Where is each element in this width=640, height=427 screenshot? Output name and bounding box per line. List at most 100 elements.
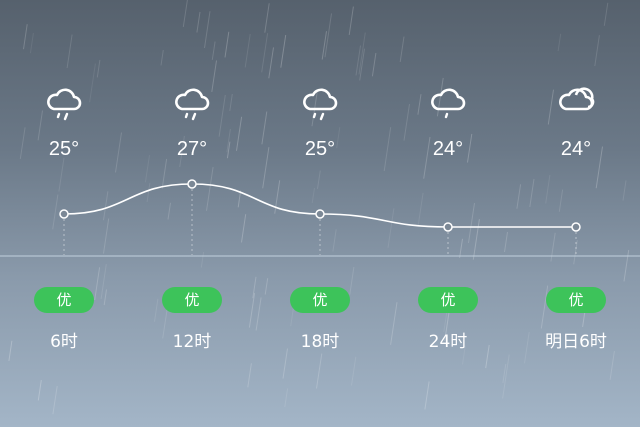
aqi-badge: 优: [546, 287, 606, 313]
rain-streak: [103, 191, 109, 221]
rain-streak: [573, 240, 578, 265]
rain-streak: [247, 363, 252, 388]
rain-streak: [558, 189, 564, 212]
cloudy-icon: [559, 87, 595, 111]
time-label: 6时: [50, 332, 78, 352]
rain-streak: [594, 35, 600, 67]
rain-streak: [444, 310, 450, 342]
time-label: 明日6时: [545, 332, 607, 352]
time-label: 12时: [172, 332, 212, 352]
rain-streak: [206, 167, 214, 211]
rain-streak: [290, 308, 294, 327]
rain-streak: [609, 351, 615, 380]
rain-streak: [252, 276, 257, 299]
rain-streak: [390, 302, 398, 345]
rain-streak: [264, 3, 270, 33]
rain-streak: [244, 34, 251, 68]
rain-streak: [229, 93, 233, 111]
forecast-column: 27° 优 12时: [128, 0, 256, 380]
aqi-badge: 优: [162, 287, 222, 313]
rain-streak: [424, 381, 430, 410]
rain-streak: [351, 356, 357, 386]
rain-streak: [332, 229, 337, 252]
rain-streak: [623, 249, 630, 282]
rain-streak: [224, 31, 230, 58]
rain-streak: [100, 264, 107, 299]
temperature: 27°: [176, 138, 208, 160]
rain-streak: [324, 13, 332, 58]
rain-streak: [595, 146, 603, 189]
rain-streak: [262, 147, 270, 189]
rain-streak: [371, 52, 377, 77]
rain-streak: [237, 190, 242, 208]
rain-streak: [248, 293, 256, 328]
rain-streak: [94, 267, 101, 301]
rain-streak: [349, 266, 355, 295]
rain-streak: [284, 388, 289, 408]
rain-streak: [502, 364, 507, 383]
rain-streak: [261, 111, 268, 145]
rain-streak: [160, 49, 164, 66]
rain-streak: [52, 385, 58, 415]
rain-streak: [550, 232, 556, 262]
rain-streak: [524, 332, 530, 364]
rain-streak: [182, 0, 188, 27]
drizzle-icon: [431, 88, 466, 119]
rain-streak: [399, 36, 405, 62]
rain-streak: [103, 218, 110, 254]
rain-streak: [359, 48, 365, 81]
forecast-column: 25° 优 18时: [256, 0, 384, 380]
temperature-point: [571, 222, 581, 232]
temperature: 25°: [304, 138, 336, 160]
rain-streak: [154, 298, 159, 322]
rain-streak: [603, 2, 609, 26]
rain-streak: [504, 231, 508, 253]
rain-streak: [383, 127, 392, 172]
rain-streak: [348, 6, 354, 35]
rain-streak: [423, 136, 431, 179]
rain-streak: [8, 340, 13, 361]
rain-streak: [200, 251, 205, 268]
divider: [0, 255, 640, 257]
light-rain-icon: [303, 88, 338, 121]
time-label: 24时: [428, 332, 468, 352]
rain-streak: [467, 133, 473, 163]
rain-streak: [547, 89, 554, 125]
rain-streak: [66, 34, 73, 69]
rain-streak: [462, 345, 466, 365]
rain-streak: [311, 187, 315, 204]
rain-streak: [115, 132, 122, 173]
aqi-badge: 优: [34, 287, 94, 313]
rain-streak: [96, 59, 101, 78]
rain-streak: [52, 194, 59, 230]
temperature: 24°: [560, 138, 592, 160]
light-rain-icon: [47, 88, 82, 121]
rain-streak: [58, 157, 65, 192]
rain-streak: [226, 128, 231, 153]
rain-streak: [144, 155, 150, 183]
rain-streak: [268, 47, 274, 79]
rain-streak: [23, 24, 28, 50]
rain-streak: [387, 208, 395, 248]
rain-streak: [529, 178, 535, 208]
rain-streak: [622, 180, 627, 201]
rain-streak: [255, 297, 262, 331]
rain-streak: [37, 380, 42, 401]
rain-streak: [261, 33, 269, 73]
temperature-point: [443, 222, 453, 232]
forecast-column: 24° 优 明日6时: [512, 0, 640, 380]
temperature-curve: [60, 180, 581, 232]
rain-streak: [19, 127, 26, 159]
rain-streak: [204, 11, 211, 49]
aqi-badge: 优: [290, 287, 350, 313]
rain-streak: [211, 41, 216, 60]
light-rain-icon: [175, 88, 210, 121]
rain-streak: [196, 11, 201, 33]
rain-streak: [280, 35, 287, 68]
rain-streak: [179, 135, 185, 168]
rain-streak: [358, 32, 366, 75]
rain-streak: [472, 219, 480, 260]
rain-streak: [316, 353, 323, 389]
